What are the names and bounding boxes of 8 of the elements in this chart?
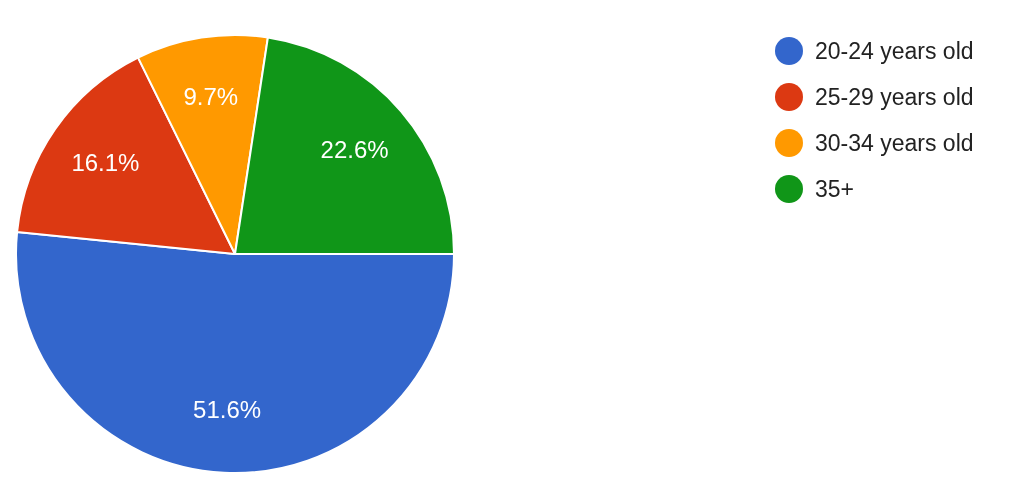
data-label: 9.7% bbox=[183, 82, 239, 110]
legend-label: 35+ bbox=[815, 175, 855, 203]
data-label: 51.6% bbox=[193, 396, 262, 424]
legend-label: 25-29 years old bbox=[815, 83, 974, 111]
legend-label: 30-34 years old bbox=[815, 129, 974, 157]
data-label: 16.1% bbox=[71, 148, 140, 176]
legend-label: 20-24 years old bbox=[815, 37, 974, 65]
data-label: 22.6% bbox=[320, 135, 389, 163]
